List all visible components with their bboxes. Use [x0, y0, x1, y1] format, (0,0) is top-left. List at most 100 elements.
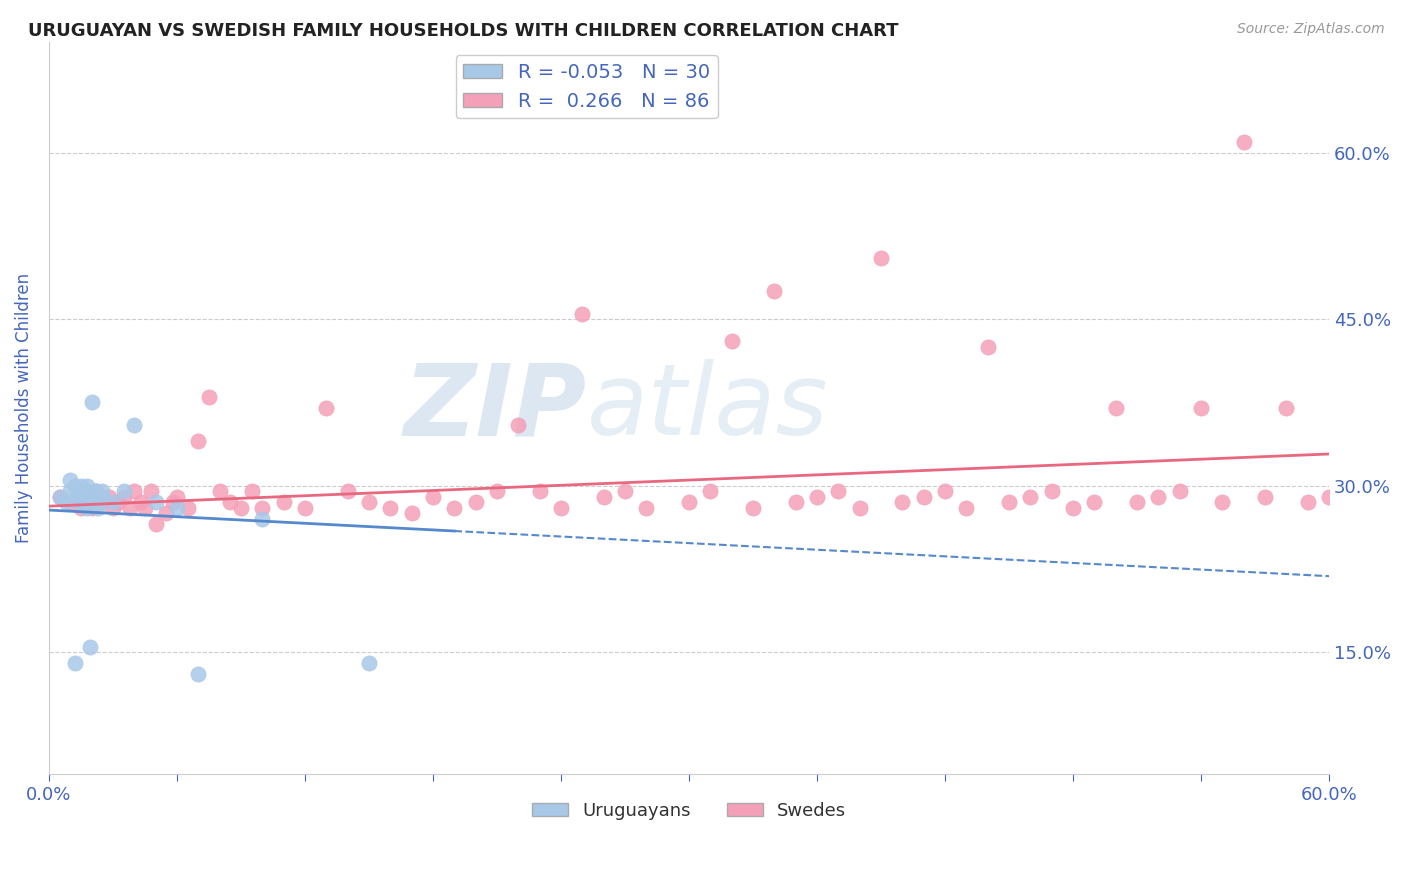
Point	[155, 507, 177, 521]
Point	[145, 495, 167, 509]
Point	[678, 495, 700, 509]
Point	[72, 495, 94, 509]
Point	[176, 500, 198, 515]
Point	[1317, 490, 1340, 504]
Point	[229, 500, 252, 515]
Point	[785, 495, 807, 509]
Point	[720, 334, 742, 349]
Point	[55, 495, 77, 509]
Point	[636, 500, 658, 515]
Point	[208, 484, 231, 499]
Point	[80, 490, 103, 504]
Point	[976, 340, 998, 354]
Point	[134, 500, 156, 515]
Point	[1233, 135, 1256, 149]
Point	[66, 484, 89, 499]
Point	[162, 495, 184, 509]
Point	[166, 490, 188, 504]
Point	[59, 495, 82, 509]
Point	[84, 484, 107, 499]
Point	[1361, 312, 1384, 326]
Point	[592, 490, 614, 504]
Point	[380, 500, 402, 515]
Point	[48, 490, 70, 504]
Point	[294, 500, 316, 515]
Point	[67, 495, 90, 509]
Point	[1339, 484, 1361, 499]
Point	[59, 473, 82, 487]
Point	[550, 500, 572, 515]
Point	[1040, 484, 1063, 499]
Point	[97, 490, 120, 504]
Point	[742, 500, 765, 515]
Point	[101, 500, 124, 515]
Point	[219, 495, 242, 509]
Point	[955, 500, 977, 515]
Point	[422, 490, 444, 504]
Point	[48, 490, 70, 504]
Point	[443, 500, 465, 515]
Point	[87, 500, 110, 515]
Point	[112, 484, 135, 499]
Text: URUGUAYAN VS SWEDISH FAMILY HOUSEHOLDS WITH CHILDREN CORRELATION CHART: URUGUAYAN VS SWEDISH FAMILY HOUSEHOLDS W…	[28, 22, 898, 40]
Point	[91, 490, 114, 504]
Point	[1083, 495, 1105, 509]
Point	[1403, 490, 1406, 504]
Point	[529, 484, 551, 499]
Point	[141, 484, 163, 499]
Y-axis label: Family Households with Children: Family Households with Children	[15, 273, 32, 543]
Point	[934, 484, 956, 499]
Point	[70, 490, 93, 504]
Point	[1296, 495, 1319, 509]
Point	[59, 484, 82, 499]
Point	[187, 667, 209, 681]
Point	[1126, 495, 1149, 509]
Point	[1147, 490, 1170, 504]
Point	[1105, 401, 1128, 415]
Point	[76, 500, 98, 515]
Text: atlas: atlas	[586, 359, 828, 457]
Point	[1254, 490, 1277, 504]
Point	[63, 656, 86, 670]
Point	[70, 500, 93, 515]
Point	[827, 484, 849, 499]
Point	[63, 478, 86, 492]
Point	[1189, 401, 1212, 415]
Point	[508, 417, 530, 432]
Point	[614, 484, 637, 499]
Point	[998, 495, 1021, 509]
Point	[806, 490, 828, 504]
Point	[870, 251, 893, 265]
Point	[145, 517, 167, 532]
Point	[76, 490, 98, 504]
Point	[129, 495, 152, 509]
Point	[336, 484, 359, 499]
Point	[166, 500, 188, 515]
Point	[1168, 484, 1191, 499]
Point	[848, 500, 870, 515]
Point	[91, 484, 114, 499]
Point	[891, 495, 914, 509]
Point	[101, 495, 124, 509]
Point	[912, 490, 935, 504]
Point	[76, 478, 98, 492]
Point	[464, 495, 486, 509]
Point	[240, 484, 263, 499]
Point	[273, 495, 295, 509]
Point	[699, 484, 721, 499]
Point	[1275, 401, 1298, 415]
Point	[79, 640, 101, 654]
Point	[70, 478, 93, 492]
Point	[763, 285, 786, 299]
Point	[1211, 495, 1233, 509]
Point	[75, 484, 97, 499]
Point	[485, 484, 508, 499]
Point	[198, 390, 221, 404]
Point	[1382, 495, 1405, 509]
Point	[315, 401, 337, 415]
Point	[252, 500, 274, 515]
Point	[108, 495, 131, 509]
Text: ZIP: ZIP	[404, 359, 586, 457]
Point	[1062, 500, 1084, 515]
Point	[80, 395, 103, 409]
